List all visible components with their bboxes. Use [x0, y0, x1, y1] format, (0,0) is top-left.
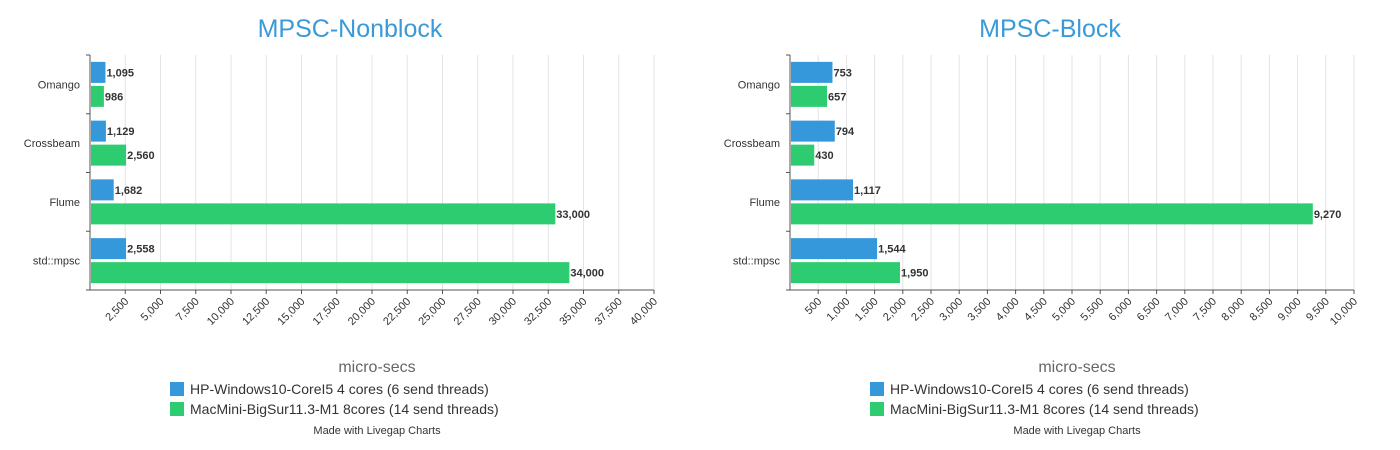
legend-swatch [870, 402, 884, 416]
bar-series-b [91, 262, 570, 284]
x-tick-label: 3,500 [966, 296, 994, 324]
legend-label: HP-Windows10-CoreI5 4 cores (6 send thre… [190, 381, 489, 397]
data-label: 1,544 [878, 244, 906, 256]
x-tick-label: 2,000 [881, 296, 909, 324]
data-label: 2,560 [127, 150, 155, 162]
x-tick-label: 1,000 [825, 296, 853, 324]
chart-title: MPSC-Nonblock [258, 15, 443, 43]
bar-series-b [91, 203, 556, 225]
x-axis-title: micro-secs [1038, 359, 1115, 376]
legend-label: HP-Windows10-CoreI5 4 cores (6 send thre… [890, 381, 1189, 397]
category-label: Crossbeam [24, 138, 80, 150]
x-tick-label: 7,000 [1163, 296, 1191, 324]
x-tick-label: 8,000 [1219, 296, 1247, 324]
bar-series-a [91, 61, 106, 83]
category-label: Omango [738, 79, 780, 91]
x-tick-label: 30,000 [487, 296, 519, 328]
data-label: 986 [105, 91, 123, 103]
x-tick-label: 40,000 [628, 296, 660, 328]
footer-credit: Made with Livegap Charts [313, 425, 441, 437]
data-label: 1,950 [901, 268, 929, 280]
x-tick-label: 9,000 [1276, 296, 1304, 324]
chart-2: MPSC-BlockOmangoCrossbeamFlumestd::mpsc5… [724, 15, 1360, 437]
x-tick-label: 32,500 [522, 296, 554, 328]
bar-series-a [91, 238, 127, 260]
bar-series-a [791, 61, 833, 83]
x-tick-label: 15,000 [275, 296, 307, 328]
legend-swatch [170, 382, 184, 396]
x-tick-label: 5,000 [1050, 296, 1078, 324]
x-tick-label: 4,000 [994, 296, 1022, 324]
bar-series-a [91, 120, 106, 142]
data-label: 1,682 [115, 185, 143, 197]
x-tick-label: 6,000 [1107, 296, 1135, 324]
data-label: 33,000 [556, 209, 590, 221]
category-label: Flume [49, 197, 80, 209]
x-tick-label: 12,500 [240, 296, 272, 328]
legend-swatch [870, 382, 884, 396]
x-tick-label: 7,500 [174, 296, 202, 324]
x-tick-label: 5,500 [1078, 296, 1106, 324]
data-label: 794 [836, 126, 855, 138]
legend-swatch [170, 402, 184, 416]
bar-series-b [91, 85, 104, 107]
bar-series-a [791, 179, 853, 201]
data-label: 657 [828, 91, 846, 103]
x-tick-label: 25,000 [416, 296, 448, 328]
bar-series-a [791, 120, 835, 142]
footer-credit: Made with Livegap Charts [1013, 425, 1141, 437]
x-tick-label: 5,000 [139, 296, 167, 324]
x-tick-label: 37,500 [593, 296, 625, 328]
x-tick-label: 7,500 [1191, 296, 1219, 324]
legend-label: MacMini-BigSur11.3-M1 8cores (14 send th… [890, 401, 1199, 417]
x-tick-label: 500 [803, 296, 824, 317]
x-tick-label: 6,500 [1135, 296, 1163, 324]
bar-series-a [791, 238, 878, 260]
bar-series-b [791, 85, 828, 107]
x-tick-label: 8,500 [1248, 296, 1276, 324]
x-tick-label: 17,500 [311, 296, 343, 328]
bar-series-a [91, 179, 114, 201]
x-tick-label: 4,500 [1022, 296, 1050, 324]
category-label: Crossbeam [724, 138, 780, 150]
x-tick-label: 10,000 [1328, 296, 1360, 328]
category-label: Omango [38, 79, 80, 91]
x-tick-label: 20,000 [346, 296, 378, 328]
bar-series-b [791, 262, 900, 284]
data-label: 753 [833, 67, 851, 79]
x-tick-label: 22,500 [381, 296, 413, 328]
bar-series-b [91, 144, 127, 166]
data-label: 34,000 [570, 268, 604, 280]
legend-label: MacMini-BigSur11.3-M1 8cores (14 send th… [190, 401, 499, 417]
data-label: 430 [815, 150, 833, 162]
data-label: 2,558 [127, 244, 155, 256]
category-label: Flume [749, 197, 780, 209]
chart-1: MPSC-NonblockOmangoCrossbeamFlumestd::mp… [24, 15, 660, 437]
x-tick-label: 10,000 [205, 296, 237, 328]
x-tick-label: 3,000 [937, 296, 965, 324]
x-tick-label: 2,500 [909, 296, 937, 324]
x-tick-label: 1,500 [853, 296, 881, 324]
data-label: 1,129 [107, 126, 135, 138]
data-label: 1,117 [854, 185, 881, 197]
x-tick-label: 2,500 [103, 296, 131, 324]
category-label: std::mpsc [33, 256, 81, 268]
bar-series-b [791, 203, 1313, 225]
data-label: 1,095 [106, 67, 134, 79]
category-label: std::mpsc [733, 256, 781, 268]
x-tick-label: 27,500 [452, 296, 484, 328]
x-tick-label: 35,000 [557, 296, 589, 328]
data-label: 9,270 [1314, 209, 1342, 221]
chart-title: MPSC-Block [979, 15, 1121, 43]
bar-series-b [791, 144, 815, 166]
x-axis-title: micro-secs [338, 359, 415, 376]
